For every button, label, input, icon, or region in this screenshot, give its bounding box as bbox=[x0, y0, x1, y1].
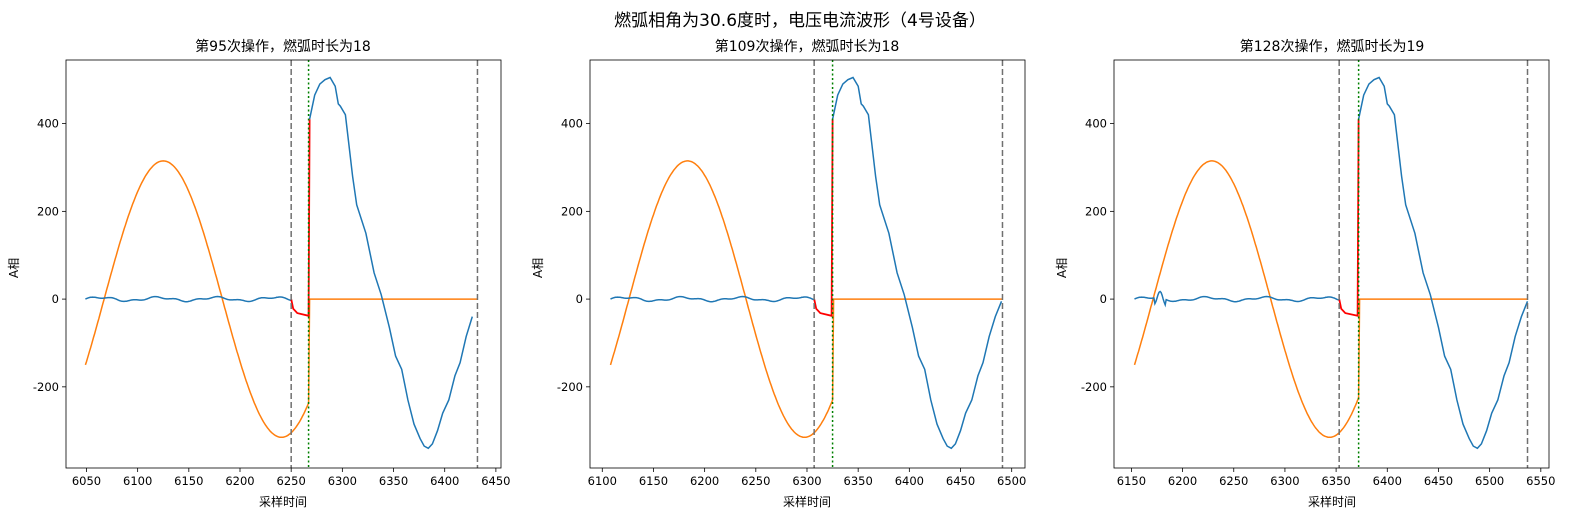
subplot-1: 第95次操作，燃弧时长为18 采样时间 A相 bbox=[7, 38, 371, 509]
x-tick-label: 6450 bbox=[946, 474, 975, 488]
arc-segment bbox=[813, 119, 834, 317]
x-tick-label: 6100 bbox=[588, 474, 617, 488]
x-tick-label: 6300 bbox=[328, 474, 357, 488]
subplot-1-xlabel: 采样时间 bbox=[259, 494, 307, 509]
y-tick-label: 200 bbox=[1085, 204, 1107, 218]
x-tick-label: 6350 bbox=[379, 474, 408, 488]
current-line-pre bbox=[610, 295, 815, 303]
voltage-line bbox=[609, 160, 1003, 439]
x-tick-label: 6150 bbox=[174, 474, 203, 488]
x-tick-label: 6200 bbox=[690, 474, 719, 488]
subplot-3-title: 第128次操作，燃弧时长为19 bbox=[1240, 38, 1425, 55]
x-tick-label: 6150 bbox=[1117, 474, 1146, 488]
x-tick-label: 6300 bbox=[1270, 474, 1299, 488]
subplot-2-title: 第109次操作，燃弧时长为18 bbox=[715, 38, 900, 55]
arc-segment bbox=[290, 119, 311, 317]
x-tick-label: 6400 bbox=[895, 474, 924, 488]
x-tick-label: 6550 bbox=[1526, 474, 1555, 488]
plot-area-2: 6100 6150 6200 6250 6300 6350 6400 6450 6500 -200… bbox=[557, 59, 1026, 488]
y-tick-label: -200 bbox=[557, 380, 583, 394]
x-tick-label: 6500 bbox=[997, 474, 1026, 488]
x-tick-label: 6250 bbox=[741, 474, 770, 488]
figure-suptitle: 燃弧相角为30.6度时，电压电流波形（4号设备） bbox=[614, 11, 986, 31]
x-tick-label: 6050 bbox=[72, 474, 101, 488]
x-tick-label: 6150 bbox=[639, 474, 668, 488]
y-tick-label: -200 bbox=[33, 380, 59, 394]
axes-frame bbox=[1113, 59, 1550, 469]
y-tick-label: 200 bbox=[37, 204, 59, 218]
arc-segment bbox=[1338, 119, 1360, 317]
x-tick-label: 6350 bbox=[1321, 474, 1350, 488]
x-tick-label: 6200 bbox=[225, 474, 254, 488]
subplot-2-ylabel: A相 bbox=[531, 258, 545, 278]
x-tick-label: 6450 bbox=[1424, 474, 1453, 488]
y-tick-label: -200 bbox=[1081, 380, 1107, 394]
y-tick-label: 400 bbox=[561, 117, 583, 131]
x-tick-label: 6350 bbox=[844, 474, 873, 488]
axes-frame bbox=[65, 59, 502, 469]
x-tick-label: 6400 bbox=[430, 474, 459, 488]
plot-area-1: 6050 6100 6150 6200 6250 6300 6350 6400 6450 -200… bbox=[33, 59, 511, 488]
axes-frame bbox=[589, 59, 1026, 469]
x-tick-label: 6250 bbox=[1219, 474, 1248, 488]
y-tick-label: 200 bbox=[561, 204, 583, 218]
subplot-3-ylabel: A相 bbox=[1055, 258, 1069, 278]
current-line-pre bbox=[1134, 290, 1340, 308]
subplot-2: 第109次操作，燃弧时长为18 采样时间 A相 bbox=[531, 38, 899, 509]
current-line-post bbox=[1357, 76, 1529, 450]
x-tick-label: 6300 bbox=[792, 474, 821, 488]
subplot-1-ylabel: A相 bbox=[7, 258, 21, 278]
current-line-post bbox=[831, 76, 1003, 450]
x-tick-label: 6450 bbox=[481, 474, 510, 488]
current-line-post bbox=[308, 76, 474, 450]
subplot-1-title: 第95次操作，燃弧时长为18 bbox=[195, 38, 371, 55]
voltage-line bbox=[84, 160, 478, 439]
x-tick-label: 6250 bbox=[277, 474, 306, 488]
x-tick-label: 6400 bbox=[1373, 474, 1402, 488]
y-tick-label: 0 bbox=[52, 292, 59, 306]
y-tick-label: 0 bbox=[1100, 292, 1107, 306]
y-tick-label: 400 bbox=[37, 117, 59, 131]
subplot-3-xlabel: 采样时间 bbox=[1308, 494, 1356, 509]
y-tick-label: 0 bbox=[576, 292, 583, 306]
x-tick-label: 6200 bbox=[1168, 474, 1197, 488]
x-tick-label: 6500 bbox=[1475, 474, 1504, 488]
current-line-pre bbox=[85, 295, 292, 303]
subplot-3: 第128次操作，燃弧时长为19 采样时间 A相 bbox=[1055, 38, 1424, 509]
subplot-2-xlabel: 采样时间 bbox=[783, 494, 831, 509]
voltage-line bbox=[1133, 160, 1528, 439]
x-tick-label: 6100 bbox=[123, 474, 152, 488]
plot-area-3: 6150 6200 6250 6300 6350 6400 6450 6500 6550 -200… bbox=[1081, 59, 1555, 488]
y-tick-label: 400 bbox=[1085, 117, 1107, 131]
